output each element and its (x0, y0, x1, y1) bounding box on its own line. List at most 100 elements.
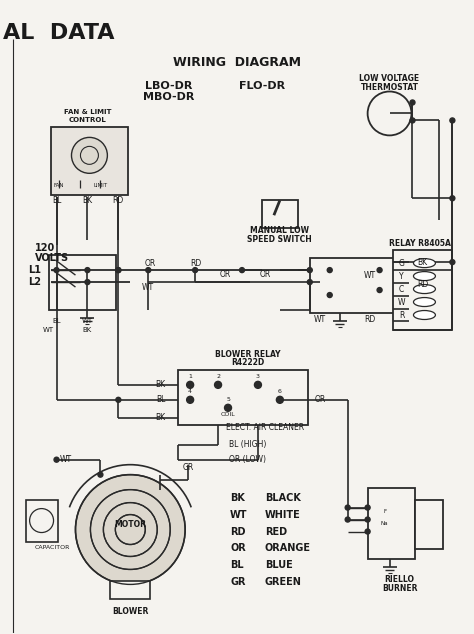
Text: RELAY R8405A: RELAY R8405A (389, 238, 450, 248)
Text: BK: BK (82, 196, 92, 205)
Text: LIMIT: LIMIT (93, 183, 108, 188)
Bar (26, 500, 57, 541)
Text: WT: WT (230, 510, 247, 520)
Circle shape (345, 505, 350, 510)
Text: THERMOSTAT: THERMOSTAT (361, 83, 419, 92)
Text: W: W (398, 297, 405, 306)
Circle shape (116, 398, 121, 403)
Circle shape (365, 529, 370, 534)
Text: OR: OR (219, 269, 231, 278)
Text: GR: GR (182, 463, 194, 472)
Circle shape (307, 280, 312, 285)
Circle shape (410, 100, 415, 105)
Bar (48, 255, 116, 310)
Text: BURNER: BURNER (382, 584, 417, 593)
Text: AL  DATA: AL DATA (3, 23, 114, 42)
Text: L2: L2 (28, 277, 42, 287)
Text: OR (LOW): OR (LOW) (229, 455, 266, 464)
Bar (368, 488, 416, 559)
Circle shape (215, 382, 221, 389)
Circle shape (410, 118, 415, 123)
Text: MBO-DR: MBO-DR (143, 93, 194, 103)
Text: OR: OR (230, 543, 246, 553)
Text: BK: BK (155, 380, 165, 389)
Text: 5: 5 (226, 398, 230, 403)
Text: BLOWER: BLOWER (112, 607, 148, 616)
Text: GREEN: GREEN (265, 578, 302, 588)
Circle shape (54, 457, 59, 462)
Bar (416, 500, 443, 550)
Text: WT: WT (82, 318, 93, 324)
Text: COIL: COIL (221, 412, 236, 417)
Text: MANUAL LOW: MANUAL LOW (250, 226, 310, 235)
Circle shape (85, 280, 90, 285)
Text: 1: 1 (188, 374, 192, 379)
Bar (178, 370, 308, 425)
Text: BK: BK (83, 327, 92, 333)
Text: FLO-DR: FLO-DR (239, 81, 285, 91)
Circle shape (327, 268, 332, 273)
Circle shape (365, 505, 370, 510)
Text: WT: WT (142, 283, 155, 292)
Text: 120: 120 (35, 243, 55, 253)
Circle shape (54, 268, 59, 273)
Text: ELECT. AIR CLEANER: ELECT. AIR CLEANER (226, 424, 304, 432)
Text: BLOWER RELAY: BLOWER RELAY (215, 351, 281, 359)
Ellipse shape (413, 285, 436, 294)
Text: LBO-DR: LBO-DR (145, 81, 192, 91)
Text: RD: RD (113, 196, 124, 205)
Text: BK: BK (418, 257, 428, 267)
Bar (392, 250, 452, 330)
Text: Na: Na (381, 521, 388, 526)
Text: BL: BL (52, 318, 61, 324)
Text: BL (HIGH): BL (HIGH) (229, 440, 267, 450)
Circle shape (85, 268, 90, 273)
Text: BLUE: BLUE (265, 560, 292, 571)
Circle shape (98, 472, 103, 477)
Bar (310, 258, 410, 313)
Text: WHITE: WHITE (265, 510, 301, 520)
Text: BLACK: BLACK (265, 493, 301, 503)
Ellipse shape (413, 311, 436, 320)
Text: BK: BK (155, 413, 165, 422)
Ellipse shape (413, 271, 436, 281)
Text: OR: OR (314, 396, 325, 404)
Text: WT: WT (59, 455, 72, 464)
Text: MOTOR: MOTOR (114, 520, 146, 529)
Text: R4222D: R4222D (231, 358, 264, 367)
Circle shape (255, 382, 262, 389)
Circle shape (307, 268, 312, 273)
Text: L1: L1 (28, 265, 42, 275)
Text: C: C (399, 285, 404, 294)
Text: WIRING  DIAGRAM: WIRING DIAGRAM (173, 56, 301, 69)
Text: 2: 2 (216, 374, 220, 379)
Text: RD: RD (191, 259, 202, 268)
Text: BL: BL (52, 196, 61, 205)
Circle shape (450, 118, 455, 123)
Text: RD: RD (418, 280, 428, 288)
Text: SPEED SWITCH: SPEED SWITCH (247, 235, 312, 243)
Text: WT: WT (314, 316, 326, 325)
Text: FAN & LIMIT: FAN & LIMIT (64, 110, 111, 115)
Text: OR: OR (259, 269, 271, 278)
Circle shape (377, 268, 382, 273)
Text: ORANGE: ORANGE (265, 543, 311, 553)
Text: F: F (383, 509, 386, 514)
Ellipse shape (413, 259, 436, 268)
Text: OR: OR (145, 259, 156, 268)
Text: FAN: FAN (53, 183, 64, 188)
Text: CONTROL: CONTROL (69, 117, 106, 124)
Circle shape (116, 268, 121, 273)
Circle shape (146, 268, 151, 273)
Text: VOLTS: VOLTS (35, 253, 69, 263)
Text: RIELLO: RIELLO (384, 575, 415, 584)
Bar (262, 200, 298, 228)
Ellipse shape (413, 297, 436, 306)
Circle shape (187, 396, 193, 403)
Circle shape (345, 517, 350, 522)
Text: GR: GR (230, 578, 246, 588)
Text: RD: RD (364, 316, 375, 325)
Circle shape (187, 382, 193, 389)
Text: BL: BL (230, 560, 244, 571)
Circle shape (450, 260, 455, 264)
